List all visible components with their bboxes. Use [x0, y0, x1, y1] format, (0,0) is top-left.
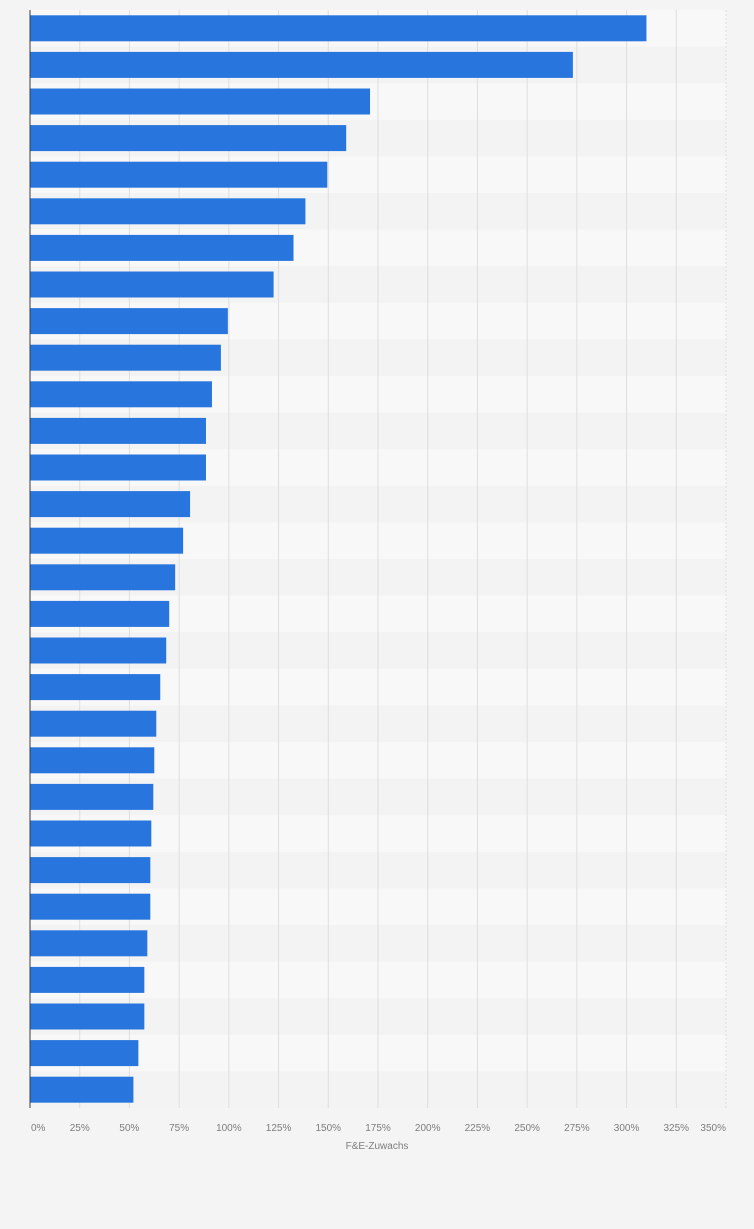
bar[interactable]	[30, 491, 191, 518]
bar[interactable]	[30, 271, 274, 298]
bar[interactable]	[30, 308, 228, 335]
bar[interactable]	[30, 381, 212, 408]
bar[interactable]	[30, 930, 148, 957]
x-tick-label: 350%	[700, 1123, 726, 1134]
x-tick-label: 0%	[31, 1123, 46, 1134]
bar[interactable]	[30, 600, 170, 627]
x-tick-label: 300%	[614, 1123, 640, 1134]
bar[interactable]	[30, 527, 184, 554]
bar[interactable]	[30, 564, 176, 591]
bar[interactable]	[30, 234, 294, 261]
bar[interactable]	[30, 161, 328, 188]
x-axis-ticks: 0% 25% 50% 75% 100% 125% 150% 175% 200% 225% 250% 2…	[31, 1123, 726, 1134]
bars	[30, 15, 647, 1103]
x-tick-label: 175%	[365, 1123, 391, 1134]
bar[interactable]	[30, 15, 647, 42]
x-tick-label: 50%	[119, 1123, 139, 1134]
x-tick-label: 25%	[70, 1123, 90, 1134]
x-tick-label: 250%	[514, 1123, 540, 1134]
bar[interactable]	[30, 344, 221, 371]
x-tick-label: 200%	[415, 1123, 441, 1134]
bar[interactable]	[30, 417, 206, 444]
bar[interactable]	[30, 820, 152, 847]
bar[interactable]	[30, 1003, 145, 1030]
x-axis-title: F&E-Zuwachs	[346, 1141, 409, 1152]
bar[interactable]	[30, 637, 167, 664]
x-tick-label: 125%	[266, 1123, 292, 1134]
x-tick-label: 150%	[315, 1123, 341, 1134]
x-tick-label: 100%	[216, 1123, 242, 1134]
bar[interactable]	[30, 674, 161, 701]
bar[interactable]	[30, 1076, 134, 1103]
bar[interactable]	[30, 783, 154, 810]
bar[interactable]	[30, 125, 347, 152]
bar[interactable]	[30, 857, 151, 884]
bar[interactable]	[30, 966, 145, 993]
bar[interactable]	[30, 710, 157, 737]
x-tick-label: 275%	[564, 1123, 590, 1134]
gridlines	[79, 10, 727, 1108]
bar[interactable]	[30, 454, 206, 481]
bar[interactable]	[30, 893, 151, 920]
x-tick-label: 225%	[465, 1123, 491, 1134]
bar[interactable]	[30, 747, 155, 774]
bar[interactable]	[30, 1040, 139, 1067]
bar[interactable]	[30, 88, 371, 115]
bar[interactable]	[30, 51, 573, 78]
x-tick-label: 325%	[663, 1123, 689, 1134]
x-tick-label: 75%	[169, 1123, 189, 1134]
bar[interactable]	[30, 198, 306, 225]
